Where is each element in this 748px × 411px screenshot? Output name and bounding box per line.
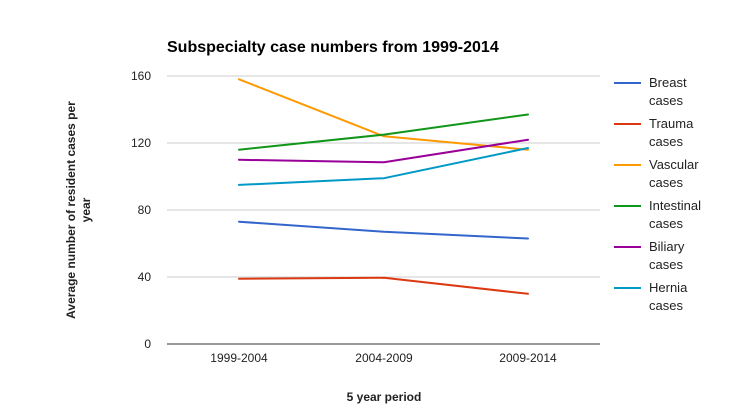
x-axis-ticks: 1999-2004 2004-2009 2009-2014 (210, 351, 557, 365)
legend-item: Hernia cases (614, 280, 688, 313)
series-line (238, 138, 529, 164)
series-line (238, 78, 529, 151)
y-axis-ticks: 0 40 80 120 160 (131, 69, 151, 351)
legend-label: Intestinal cases (649, 198, 701, 231)
y-tick-label: 160 (131, 69, 151, 83)
grid-lines (167, 75, 600, 345)
series-lines (238, 78, 529, 295)
x-tick-label: 2004-2009 (355, 351, 413, 365)
series-line (238, 276, 529, 295)
chart-title: Subspecialty case numbers from 1999-2014 (167, 39, 499, 56)
y-tick-label: 80 (138, 203, 152, 217)
y-tick-label: 120 (131, 136, 151, 150)
x-tick-label: 2009-2014 (499, 351, 557, 365)
y-tick-label: 40 (138, 270, 152, 284)
series-line (238, 147, 529, 186)
legend-item: Biliary cases (614, 239, 685, 272)
legend-label: Biliary cases (649, 239, 685, 272)
series-line (238, 220, 529, 240)
legend-label: Hernia cases (649, 280, 688, 313)
legend: Breast cases Trauma cases Vascular cases Intes… (614, 75, 701, 313)
legend-item: Trauma cases (614, 116, 694, 149)
y-tick-label: 0 (144, 337, 151, 351)
series-line (238, 113, 529, 151)
x-tick-label: 1999-2004 (210, 351, 268, 365)
y-axis-title: Average number of resident cases peryear (64, 101, 93, 319)
x-axis-title: 5 year period (347, 390, 422, 404)
legend-label: Trauma cases (649, 116, 694, 149)
legend-label: Breast cases (649, 75, 687, 108)
legend-item: Vascular cases (614, 157, 699, 190)
legend-item: Breast cases (614, 75, 687, 108)
legend-label: Vascular cases (649, 157, 699, 190)
legend-item: Intestinal cases (614, 198, 701, 231)
